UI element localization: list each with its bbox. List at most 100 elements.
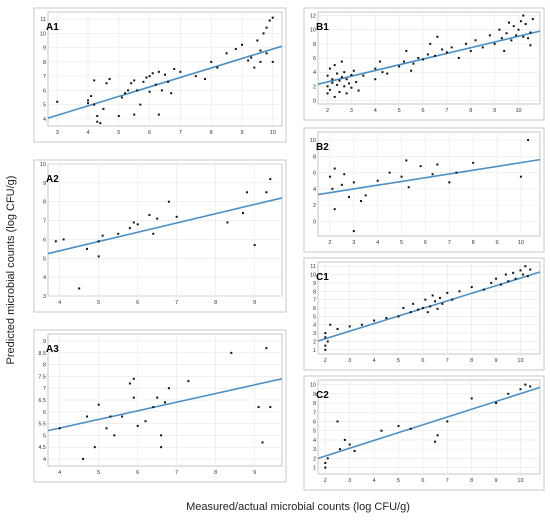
data-point [152, 232, 155, 235]
data-point [474, 39, 477, 42]
data-point [376, 179, 379, 182]
y-tick-label: 5 [313, 429, 316, 435]
data-point [510, 39, 513, 42]
data-point [331, 187, 334, 190]
data-point [164, 401, 166, 404]
data-point [426, 53, 429, 56]
data-point [362, 74, 365, 77]
data-point [507, 21, 510, 24]
data-point [152, 406, 155, 409]
data-point [108, 77, 111, 80]
y-axis-label: Predicted microbial counts (log CFU/g) [5, 176, 17, 365]
data-point [97, 255, 100, 258]
panel-title: C1 [316, 272, 329, 283]
data-point [458, 290, 461, 293]
x-tick-label: 8 [210, 130, 213, 136]
data-point [265, 52, 268, 55]
y-tick-label: 4 [43, 457, 46, 463]
x-tick-label: 10 [270, 130, 276, 136]
data-point [128, 382, 131, 385]
y-tick-label: 8 [313, 154, 316, 160]
data-point [504, 273, 507, 276]
data-point [265, 191, 268, 194]
data-point [54, 240, 57, 243]
data-point [333, 64, 336, 67]
x-tick-label: 5 [398, 108, 401, 114]
x-tick-label: 8 [214, 300, 217, 306]
x-tick-label: 3 [352, 240, 355, 246]
data-point [247, 59, 250, 62]
x-tick-label: 2 [326, 108, 329, 114]
data-point [381, 71, 384, 74]
data-point [82, 457, 85, 460]
data-point [136, 424, 139, 427]
data-point [271, 60, 274, 63]
y-tick-label: 8 [313, 289, 316, 295]
data-point [324, 336, 327, 339]
data-point [343, 71, 346, 74]
data-point [268, 19, 271, 22]
x-tick-label: 6 [424, 240, 427, 246]
data-point [154, 83, 157, 86]
y-tick-label: 1 [313, 348, 316, 354]
data-point [465, 42, 467, 45]
y-tick-label: 8 [313, 42, 316, 48]
data-point [226, 221, 229, 224]
data-point [164, 73, 166, 76]
data-point [333, 208, 336, 211]
data-point [379, 60, 382, 63]
data-point [265, 26, 268, 29]
data-point [142, 80, 145, 83]
data-point [417, 57, 420, 59]
data-point [519, 388, 522, 391]
data-point [495, 277, 498, 280]
data-point [340, 60, 343, 63]
data-point [96, 115, 99, 118]
data-point [400, 175, 403, 178]
data-point [157, 70, 160, 73]
data-point [160, 89, 163, 92]
panel-title: A2 [46, 174, 59, 185]
data-point [424, 298, 427, 301]
x-tick-label: 9 [253, 470, 256, 476]
x-tick-label: 3 [350, 108, 353, 114]
data-point [93, 446, 96, 449]
data-point [498, 28, 501, 31]
data-point [488, 34, 491, 37]
data-point [331, 81, 334, 84]
data-point [117, 115, 120, 118]
data-point [136, 89, 139, 92]
panel-frame [303, 257, 545, 371]
data-point [96, 120, 99, 123]
data-point [345, 92, 348, 95]
y-tick-label: 11 [310, 264, 316, 270]
data-point [328, 67, 331, 70]
x-tick-label: 7 [446, 478, 449, 484]
data-point [429, 42, 432, 45]
x-tick-label: 3 [348, 358, 351, 364]
data-point [457, 57, 460, 59]
data-point [380, 429, 383, 432]
data-point [421, 307, 424, 309]
x-tick-label: 10 [515, 108, 521, 114]
x-tick-label: 7 [448, 240, 451, 246]
y-tick-label: 1 [313, 466, 316, 472]
data-point [78, 287, 81, 290]
data-point [145, 76, 148, 79]
regression-line [317, 158, 541, 196]
data-point [326, 74, 329, 77]
data-point [128, 227, 131, 230]
data-point [99, 122, 102, 125]
x-tick-label: 2 [328, 240, 331, 246]
data-point [167, 80, 170, 83]
y-tick-label: 2 [313, 203, 316, 209]
y-tick-label: 6 [313, 306, 316, 312]
data-point [412, 62, 415, 65]
data-point [326, 92, 329, 95]
y-tick-label: 9 [313, 281, 316, 287]
data-point [450, 46, 453, 49]
data-point [123, 92, 126, 95]
data-point [352, 69, 355, 72]
